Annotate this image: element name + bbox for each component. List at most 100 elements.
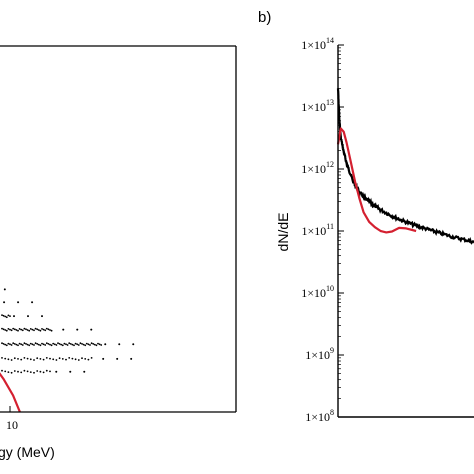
- panel-a-scatter-point: [39, 358, 42, 360]
- panel-a-scatter-point: [26, 343, 29, 346]
- panel-a-scatter-point: [65, 343, 67, 346]
- panel-a-scatter-point: [89, 344, 91, 346]
- panel-a-scatter-point: [17, 358, 19, 360]
- panel-a-scatter-point: [37, 329, 40, 331]
- panel-a-scatter-point: [9, 328, 11, 331]
- panel-a-scatter-point: [28, 329, 31, 332]
- panel-a-scatter-point: [68, 342, 71, 345]
- panel-a-scatter-point: [58, 357, 61, 360]
- panel-a-scatter-point: [10, 371, 13, 374]
- panel-a: 10 gy (MeV): [0, 45, 237, 460]
- panel-a-scatter-point: [13, 343, 16, 345]
- panel-a-scatter-point: [7, 358, 10, 361]
- panel-a-scatter-point: [31, 343, 34, 346]
- panel-a-scatter-point: [61, 358, 64, 360]
- panel-a-scatter-point: [97, 342, 99, 345]
- panel-a-x-axis-label: gy (MeV): [0, 444, 55, 460]
- panel-a-scatter-point: [9, 315, 11, 317]
- panel-a-scatter-point: [132, 343, 135, 346]
- panel-a-scatter-point: [13, 328, 16, 331]
- panel-a-scatter-point: [77, 344, 80, 346]
- panel-a-scatter-point: [39, 370, 42, 373]
- panel-a-scatter-point: [3, 288, 6, 291]
- panel-a-scatter-point: [36, 357, 39, 360]
- panel-a-scatter-point: [98, 343, 101, 346]
- panel-a-scatter-point: [84, 358, 87, 360]
- panel-a-scatter-point: [33, 359, 35, 361]
- panel-a-scatter-point: [5, 344, 8, 347]
- panel-label-b: b): [258, 9, 271, 26]
- panel-a-scatter-point: [18, 342, 21, 345]
- panel-a-scatter-point: [1, 369, 3, 372]
- panel-a-scatter-point: [82, 343, 85, 346]
- panel-a-scatter-point: [17, 301, 20, 304]
- panel-a-scatter-point: [44, 329, 47, 332]
- panel-a-scatter-point: [47, 343, 50, 345]
- panel-a-scatter-point: [95, 344, 98, 347]
- panel-b-y-ticks: 1×108 1×109 1×1010 1×1011 1×1012 1×1013 1×1014: [301, 36, 344, 424]
- panel-a-scatter-point: [21, 344, 24, 346]
- panel-a-scatter-point: [39, 344, 42, 347]
- panel-a-scatter-point: [1, 342, 3, 345]
- panel-a-scatter-point: [12, 342, 15, 345]
- panel-a-scatter-point: [25, 343, 27, 345]
- panel-a-scatter-point: [66, 344, 69, 346]
- panel-a-scatter-point: [23, 327, 26, 330]
- panel-a-scatter-point: [17, 344, 19, 347]
- panel-a-scatter-point: [62, 328, 65, 331]
- panel-a-scatter-point: [52, 342, 55, 345]
- panel-a-scatter-point: [45, 327, 48, 330]
- panel-a-scatter-point: [42, 328, 45, 331]
- panel-a-scatter-point: [68, 357, 71, 359]
- panel-a-scatter-point: [69, 343, 72, 345]
- panel-a-scatter-point: [57, 342, 59, 345]
- panel-a-scatter-point: [45, 342, 48, 345]
- panel-a-scatter-point: [93, 343, 96, 346]
- panel-a-scatter-point: [84, 344, 87, 347]
- panel-a-scatter-point: [26, 329, 29, 331]
- panel-a-scatter-point: [29, 342, 32, 345]
- panel-a-scatter-point: [90, 342, 93, 345]
- panel-a-scatter-point: [36, 328, 39, 331]
- panel-a-scatter-point: [10, 359, 13, 361]
- panel-a-scatter-point: [7, 342, 10, 345]
- panel-a-scatter-point: [26, 370, 29, 373]
- panel-a-scatter-point: [20, 343, 23, 346]
- panel-a-scatter-point: [87, 343, 90, 346]
- panel-a-scatter-point: [31, 328, 34, 331]
- panel-b-y-tick-label: 1×109: [305, 346, 334, 362]
- panel-a-scatter-point: [52, 358, 55, 361]
- panel-a-scatter-point: [55, 344, 58, 346]
- panel-a-scatter-point: [55, 359, 58, 361]
- panel-a-scatter-point: [90, 328, 93, 331]
- panel-a-scatter-point: [50, 329, 53, 332]
- panel-a-scatter-point: [44, 344, 47, 346]
- panel-a-scatter-point: [3, 301, 6, 304]
- panel-a-scatter-point: [21, 329, 24, 332]
- panel-b-y-tick-label: 1×1010: [301, 284, 334, 300]
- panel-a-scatter-point: [29, 358, 32, 361]
- panel-a-scatter-point: [23, 357, 26, 359]
- panel-a-scatter-point: [2, 314, 5, 317]
- panel-a-scatter-point: [102, 357, 105, 360]
- panel-a-scatter-point: [85, 342, 88, 345]
- panel-a-scatter-point: [87, 358, 90, 361]
- panel-a-scatter-point: [71, 343, 74, 346]
- panel-b: b) dN/dE 1×1081×1091×10101×10111×10121×1…: [258, 9, 474, 424]
- panel-a-scatter-point: [92, 343, 95, 345]
- panel-a-scatter-point: [20, 328, 23, 331]
- panel-a-scatter-point: [7, 314, 10, 317]
- panel-a-scatter-point: [49, 357, 51, 360]
- panel-a-scatter-point: [49, 370, 51, 373]
- panel-a-scatter-point: [12, 327, 15, 330]
- panel-a-scatter-point: [45, 357, 48, 359]
- panel-b-y-tick-label: 1×1013: [301, 98, 334, 114]
- panel-a-scatter-points: [1, 288, 135, 374]
- panel-a-scatter-point: [42, 371, 45, 374]
- panel-a-scatter-point: [26, 357, 29, 360]
- panel-a-scatter-point: [74, 342, 77, 345]
- panel-b-y-axis-label: dN/dE: [275, 213, 291, 252]
- panel-a-scatter-point: [4, 315, 7, 318]
- panel-a-scatter-point: [27, 315, 29, 318]
